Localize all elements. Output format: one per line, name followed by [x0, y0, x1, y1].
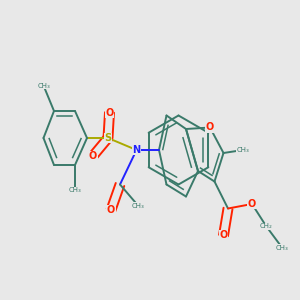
Text: CH₃: CH₃	[37, 82, 50, 88]
Text: S: S	[104, 133, 112, 143]
Text: O: O	[107, 205, 115, 215]
Text: CH₃: CH₃	[276, 244, 288, 250]
Text: CH₃: CH₃	[69, 188, 81, 194]
Text: O: O	[105, 107, 114, 118]
Text: O: O	[219, 230, 228, 241]
Text: O: O	[206, 122, 214, 133]
Text: O: O	[248, 199, 256, 209]
Text: CH₂: CH₂	[260, 224, 273, 230]
Text: O: O	[89, 151, 97, 161]
Text: CH₃: CH₃	[132, 202, 144, 208]
Text: N: N	[132, 145, 141, 155]
Text: CH₃: CH₃	[237, 147, 249, 153]
